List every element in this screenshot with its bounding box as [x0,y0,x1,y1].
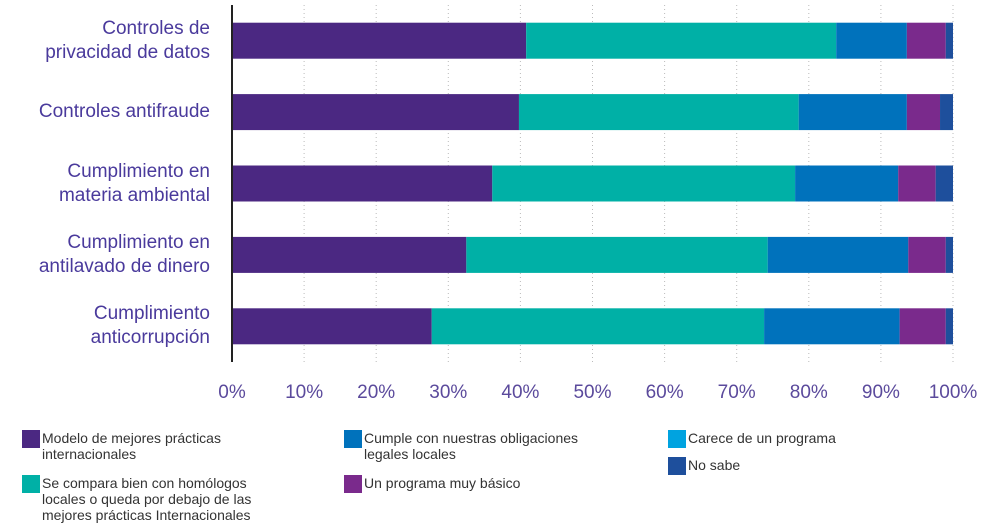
bar-segment [945,236,953,273]
bar-segment [518,94,799,131]
legend-label: Modelo de mejores prácticas internaciona… [42,430,221,462]
x-tick-label: 80% [789,382,828,403]
legend-label: Un programa muy básico [364,475,521,491]
bar-segment [431,308,765,345]
bar-segment [232,22,527,59]
bar-segment [898,165,936,202]
x-tick-label: 100% [928,382,978,403]
x-tick-label: 50% [573,382,612,403]
bar-segment [492,165,796,202]
bar-segment [526,22,837,59]
bar-segment [798,94,907,131]
category-label: Cumplimiento anticorrupción [90,303,210,349]
category-label: Controles de privacidad de datos [45,17,210,63]
legend-swatch [22,430,40,448]
bar-segment [899,308,946,345]
bar-segment [232,308,432,345]
bar-segment [232,236,467,273]
bar-segment [908,236,946,273]
x-tick-label: 30% [429,382,468,403]
x-tick-label: 40% [501,382,540,403]
category-label: Cumplimiento en antilavado de dinero [38,231,210,277]
bar-segment [940,94,953,131]
bar-segment [232,165,493,202]
legend-label: No sabe [688,457,741,473]
bar-segment [906,22,946,59]
bar-segment [466,236,768,273]
legend-swatch [668,430,686,448]
bar-segment [906,94,941,131]
bar-segment [836,22,907,59]
legend-swatch [668,457,686,475]
legend-swatch [344,430,362,448]
x-tick-label: 20% [357,382,396,403]
bar-segment [935,165,953,202]
bar-segment [232,94,519,131]
category-label: Cumplimiento en materia ambiental [58,160,210,206]
x-tick-label: 90% [861,382,900,403]
legend-label: Se compara bien con homólogos locales o … [42,475,252,523]
bar-segment [767,236,909,273]
legend-swatch [22,475,40,493]
x-tick-label: 70% [717,382,756,403]
bar-segment [945,308,953,345]
x-tick-label: 60% [645,382,684,403]
legend-label: Carece de un programa [688,430,836,446]
category-label: Controles antifraude [38,101,210,123]
x-tick-label: 10% [285,382,324,403]
legend-swatch [344,475,362,493]
bar-segment [945,22,953,59]
legend-label: Cumple con nuestras obligaciones legales… [364,430,579,462]
bar-segment [795,165,899,202]
bar-segment [764,308,900,345]
x-tick-label: 0% [218,382,246,403]
